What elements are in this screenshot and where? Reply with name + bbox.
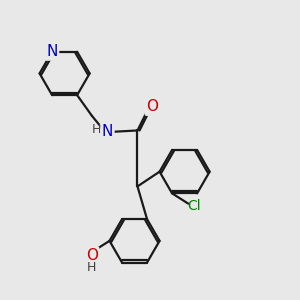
- Text: H: H: [92, 123, 101, 136]
- Text: O: O: [86, 248, 98, 263]
- Text: O: O: [146, 99, 158, 114]
- Text: H: H: [87, 261, 97, 274]
- Text: N: N: [102, 124, 113, 139]
- Text: N: N: [46, 44, 58, 59]
- Text: Cl: Cl: [188, 199, 201, 213]
